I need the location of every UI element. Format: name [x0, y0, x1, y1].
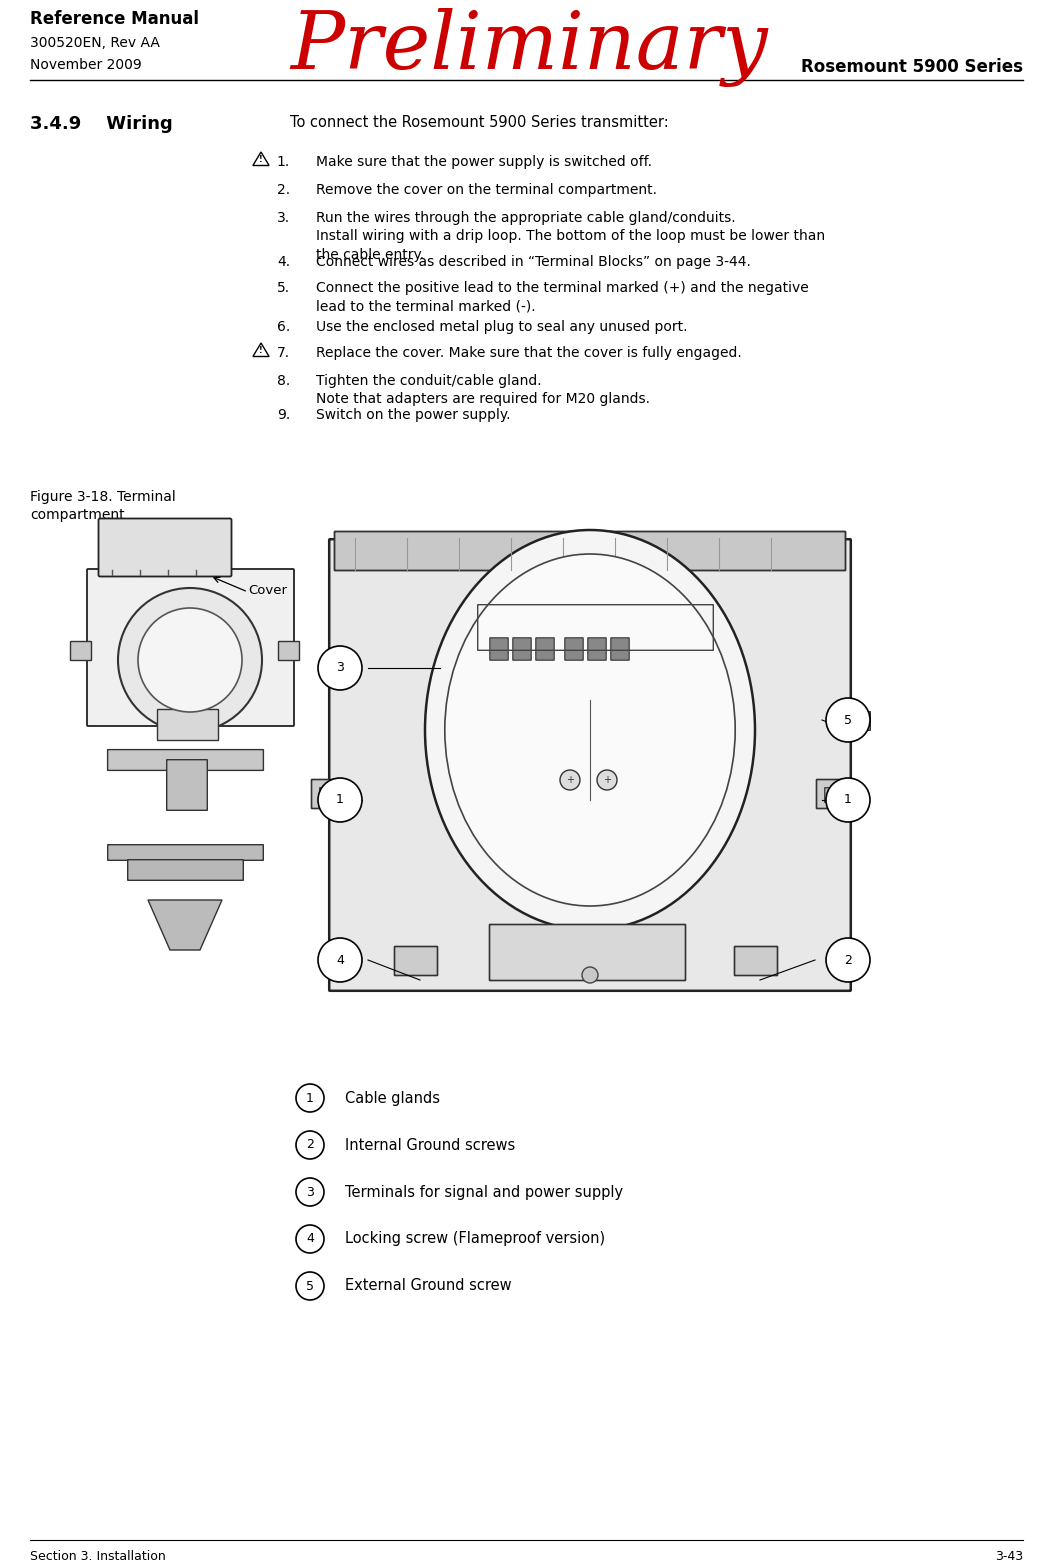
- Ellipse shape: [425, 530, 755, 930]
- FancyBboxPatch shape: [166, 760, 207, 810]
- Circle shape: [296, 1225, 324, 1254]
- Text: 4.: 4.: [277, 255, 290, 269]
- FancyBboxPatch shape: [816, 780, 846, 808]
- Text: 300520EN, Rev AA: 300520EN, Rev AA: [29, 36, 160, 50]
- Circle shape: [296, 1179, 324, 1207]
- FancyBboxPatch shape: [71, 641, 92, 661]
- FancyBboxPatch shape: [87, 569, 294, 725]
- Text: 2.: 2.: [277, 183, 290, 197]
- FancyBboxPatch shape: [107, 844, 263, 860]
- Text: Locking screw (Flameproof version): Locking screw (Flameproof version): [345, 1232, 605, 1247]
- Text: Cable glands: Cable glands: [345, 1091, 440, 1105]
- FancyBboxPatch shape: [611, 638, 630, 660]
- FancyBboxPatch shape: [395, 947, 437, 975]
- Text: 1: 1: [336, 794, 344, 807]
- Text: 3.4.9    Wiring: 3.4.9 Wiring: [29, 116, 173, 133]
- FancyBboxPatch shape: [490, 924, 686, 980]
- Text: To connect the Rosemount 5900 Series transmitter:: To connect the Rosemount 5900 Series tra…: [290, 116, 669, 130]
- Text: 1: 1: [845, 794, 852, 807]
- Circle shape: [296, 1272, 324, 1300]
- Circle shape: [318, 646, 362, 689]
- Text: Use the enclosed metal plug to seal any unused port.: Use the enclosed metal plug to seal any …: [316, 320, 688, 334]
- Text: 1.: 1.: [277, 155, 290, 169]
- Text: 8.: 8.: [277, 374, 290, 388]
- FancyBboxPatch shape: [330, 539, 851, 991]
- Text: 5.: 5.: [277, 281, 290, 295]
- FancyBboxPatch shape: [588, 638, 607, 660]
- Text: Cover: Cover: [249, 583, 287, 597]
- Text: +: +: [567, 775, 574, 785]
- Circle shape: [597, 771, 617, 789]
- Text: Make sure that the power supply is switched off.: Make sure that the power supply is switc…: [316, 155, 652, 169]
- Text: 3: 3: [336, 661, 344, 675]
- Text: 3.: 3.: [277, 211, 290, 225]
- FancyBboxPatch shape: [536, 638, 554, 660]
- Circle shape: [318, 938, 362, 982]
- Text: 5: 5: [845, 713, 852, 727]
- Text: Connect the positive lead to the terminal marked (+) and the negative
lead to th: Connect the positive lead to the termina…: [316, 281, 809, 314]
- Text: 2: 2: [306, 1138, 314, 1152]
- FancyBboxPatch shape: [513, 638, 531, 660]
- FancyBboxPatch shape: [320, 788, 334, 802]
- Circle shape: [296, 1085, 324, 1111]
- Text: November 2009: November 2009: [29, 58, 142, 72]
- Text: Remove the cover on the terminal compartment.: Remove the cover on the terminal compart…: [316, 183, 657, 197]
- Text: 9.: 9.: [277, 408, 290, 422]
- FancyBboxPatch shape: [99, 519, 232, 577]
- Text: 4: 4: [336, 953, 344, 966]
- Text: 3: 3: [306, 1185, 314, 1199]
- Text: !: !: [259, 155, 263, 164]
- Circle shape: [560, 771, 580, 789]
- Ellipse shape: [444, 553, 735, 907]
- FancyBboxPatch shape: [158, 710, 219, 741]
- Text: 5: 5: [306, 1280, 314, 1293]
- Text: 4: 4: [306, 1233, 314, 1246]
- Text: Replace the cover. Make sure that the cover is fully engaged.: Replace the cover. Make sure that the co…: [316, 345, 741, 359]
- FancyBboxPatch shape: [564, 638, 583, 660]
- Circle shape: [118, 588, 262, 731]
- Circle shape: [318, 778, 362, 822]
- Circle shape: [582, 967, 598, 983]
- Text: Switch on the power supply.: Switch on the power supply.: [316, 408, 511, 422]
- FancyBboxPatch shape: [107, 750, 263, 771]
- FancyBboxPatch shape: [490, 638, 509, 660]
- Text: Terminals for signal and power supply: Terminals for signal and power supply: [345, 1185, 623, 1199]
- FancyBboxPatch shape: [127, 860, 243, 880]
- FancyBboxPatch shape: [335, 531, 846, 570]
- Text: Rosemount 5900 Series: Rosemount 5900 Series: [801, 58, 1024, 77]
- Text: !: !: [259, 345, 263, 355]
- FancyBboxPatch shape: [824, 788, 839, 802]
- Text: +: +: [603, 775, 611, 785]
- Text: Section 3. Installation: Section 3. Installation: [29, 1550, 165, 1563]
- Text: Figure 3-18. Terminal
compartment: Figure 3-18. Terminal compartment: [29, 489, 176, 522]
- Circle shape: [826, 778, 870, 822]
- Text: Run the wires through the appropriate cable gland/conduits.
Install wiring with : Run the wires through the appropriate ca…: [316, 211, 826, 261]
- Circle shape: [826, 938, 870, 982]
- Text: External Ground screw: External Ground screw: [345, 1279, 512, 1294]
- Circle shape: [138, 608, 242, 713]
- Circle shape: [296, 1132, 324, 1160]
- Text: Connect wires as described in “Terminal Blocks” on page 3-44.: Connect wires as described in “Terminal …: [316, 255, 751, 269]
- Circle shape: [826, 699, 870, 742]
- Text: 3-43: 3-43: [995, 1550, 1024, 1563]
- Text: 7.: 7.: [277, 345, 290, 359]
- Text: Reference Manual: Reference Manual: [29, 9, 199, 28]
- Text: Tighten the conduit/cable gland.
Note that adapters are required for M20 glands.: Tighten the conduit/cable gland. Note th…: [316, 374, 650, 406]
- Text: 6.: 6.: [277, 320, 290, 334]
- Polygon shape: [148, 900, 222, 950]
- FancyBboxPatch shape: [848, 711, 870, 730]
- FancyBboxPatch shape: [735, 947, 777, 975]
- Text: 1: 1: [306, 1091, 314, 1105]
- FancyBboxPatch shape: [278, 641, 299, 661]
- Text: Internal Ground screws: Internal Ground screws: [345, 1138, 515, 1152]
- FancyBboxPatch shape: [312, 780, 340, 808]
- Text: Preliminary: Preliminary: [290, 8, 768, 88]
- Text: 2: 2: [845, 953, 852, 966]
